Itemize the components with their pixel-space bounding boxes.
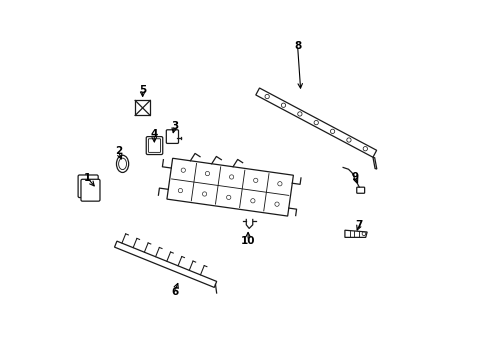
Polygon shape (372, 157, 376, 169)
Polygon shape (344, 230, 366, 237)
Circle shape (313, 121, 318, 125)
Circle shape (277, 181, 282, 186)
Circle shape (229, 175, 233, 179)
FancyBboxPatch shape (146, 136, 163, 154)
Circle shape (362, 232, 365, 235)
Text: 8: 8 (293, 41, 301, 50)
Text: 4: 4 (150, 129, 158, 139)
Ellipse shape (116, 155, 128, 172)
Circle shape (202, 192, 206, 196)
Circle shape (205, 171, 209, 176)
Polygon shape (166, 158, 293, 216)
FancyBboxPatch shape (166, 130, 178, 143)
Circle shape (181, 168, 185, 172)
Circle shape (253, 178, 257, 183)
Circle shape (264, 94, 269, 99)
Text: 5: 5 (139, 85, 146, 95)
Circle shape (330, 129, 334, 134)
Text: 10: 10 (241, 236, 255, 246)
Circle shape (250, 199, 255, 203)
Bar (135, 100, 150, 116)
Ellipse shape (119, 158, 126, 170)
Circle shape (178, 188, 182, 193)
Circle shape (226, 195, 230, 199)
Circle shape (274, 202, 279, 206)
Circle shape (281, 103, 285, 107)
Text: 2: 2 (114, 145, 122, 156)
Text: 1: 1 (84, 173, 91, 183)
Text: 7: 7 (355, 220, 362, 230)
Polygon shape (114, 241, 216, 287)
Text: 6: 6 (171, 287, 178, 297)
FancyBboxPatch shape (78, 175, 98, 198)
Text: 9: 9 (351, 172, 358, 182)
FancyBboxPatch shape (356, 187, 364, 193)
Polygon shape (255, 88, 376, 157)
FancyBboxPatch shape (81, 179, 100, 201)
Circle shape (363, 147, 366, 151)
Circle shape (346, 138, 350, 142)
Text: 3: 3 (171, 121, 178, 131)
FancyBboxPatch shape (148, 139, 160, 152)
Circle shape (297, 112, 302, 116)
